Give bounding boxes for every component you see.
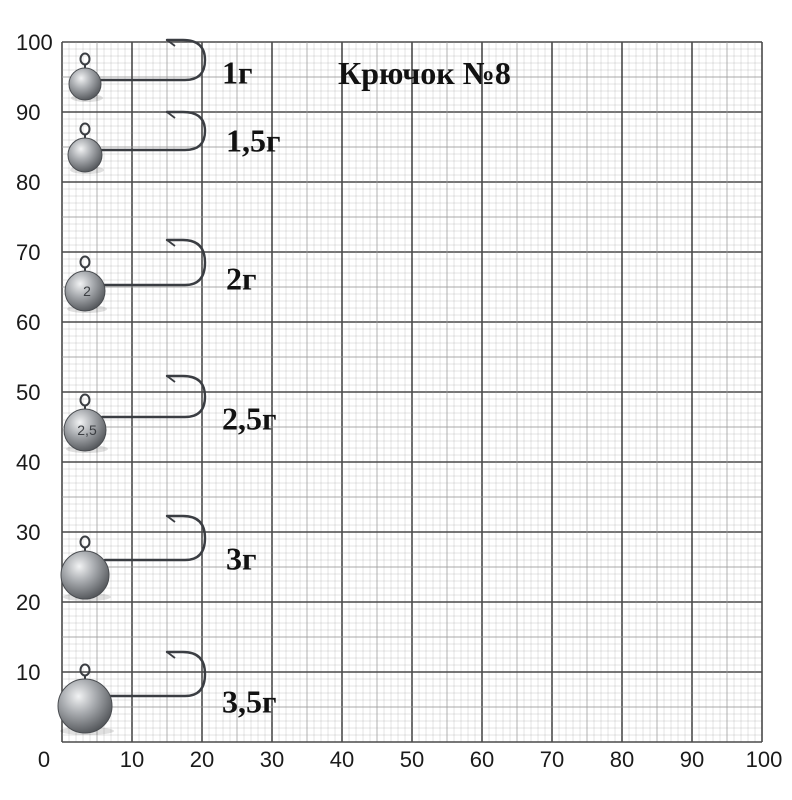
- lead-head: [64, 270, 106, 312]
- hook-barb: [166, 515, 176, 523]
- photo-title: Крючок №8: [338, 55, 511, 91]
- y-tick-label: 100: [16, 30, 53, 55]
- hook-eye: [79, 535, 91, 549]
- x-tick-label: 50: [400, 747, 424, 772]
- weight-label: 1,5г: [226, 122, 281, 158]
- hook-barb: [166, 111, 176, 119]
- x-tick-label: 20: [190, 747, 214, 772]
- x-tick-label: 40: [330, 747, 354, 772]
- jig-head-item: 1,5г: [67, 110, 281, 174]
- x-tick-label: 10: [120, 747, 144, 772]
- x-tick-label: 70: [540, 747, 564, 772]
- lead-head: [63, 408, 107, 452]
- hook-wire: [106, 650, 207, 698]
- weight-label: 3г: [226, 540, 257, 576]
- hook-wire: [103, 514, 207, 562]
- hook-eye: [79, 255, 91, 269]
- weight-label: 2,5г: [222, 400, 277, 436]
- y-tick-label: 60: [16, 310, 40, 335]
- y-tick-label: 50: [16, 380, 40, 405]
- jig-head-item: 2,5 2,5г: [63, 374, 277, 453]
- lead-head: [57, 678, 113, 734]
- jig-head-item: 1г: [68, 38, 253, 102]
- head-weight-mark: 2,5: [77, 422, 97, 438]
- x-tick-label: 30: [260, 747, 284, 772]
- weight-label: 2г: [226, 260, 257, 296]
- jig-head-item: 2 2г: [64, 238, 257, 313]
- hook-wire: [96, 110, 207, 152]
- hook-barb: [166, 239, 176, 247]
- hook-wire: [100, 374, 207, 419]
- hook-barb: [166, 651, 176, 659]
- hook-eye: [79, 122, 91, 136]
- y-tick-label: 80: [16, 170, 40, 195]
- y-tick-label: 30: [16, 520, 40, 545]
- hook-eye: [79, 663, 91, 677]
- lead-head: [68, 67, 102, 101]
- lead-head: [67, 137, 103, 173]
- x-tick-label: 100: [746, 747, 783, 772]
- x-tick-label: 60: [470, 747, 494, 772]
- hook-eye: [79, 393, 91, 407]
- lead-head: [60, 550, 110, 600]
- weight-label: 3,5г: [222, 683, 277, 719]
- x-axis-tick-labels: 0 10 20 30 40 50 60 70 80 90 100: [38, 747, 782, 772]
- x-tick-label: 0: [38, 747, 50, 772]
- y-tick-label: 10: [16, 660, 40, 685]
- hook-eye: [79, 52, 91, 66]
- hook-wire: [99, 238, 207, 287]
- hook-barb: [166, 375, 176, 383]
- head-weight-mark: 2: [83, 283, 91, 299]
- hook-wire: [95, 38, 207, 82]
- y-tick-label: 40: [16, 450, 40, 475]
- weight-label: 1г: [222, 54, 253, 90]
- y-tick-label: 20: [16, 590, 40, 615]
- x-tick-label: 80: [610, 747, 634, 772]
- y-tick-label: 90: [16, 100, 40, 125]
- y-axis-tick-labels: 100 90 80 70 60 50 40 30 20 10: [16, 30, 53, 685]
- x-tick-label: 90: [680, 747, 704, 772]
- y-tick-label: 70: [16, 240, 40, 265]
- jig-head-item: 3г: [60, 514, 257, 601]
- millimeter-grid: [61, 41, 763, 743]
- hook-barb: [166, 39, 176, 47]
- jig-head-item: 3,5г: [57, 650, 277, 735]
- jig-heads: 1г 1,5г 2 2г 2,5 2,5г 3г 3,5г: [57, 38, 281, 735]
